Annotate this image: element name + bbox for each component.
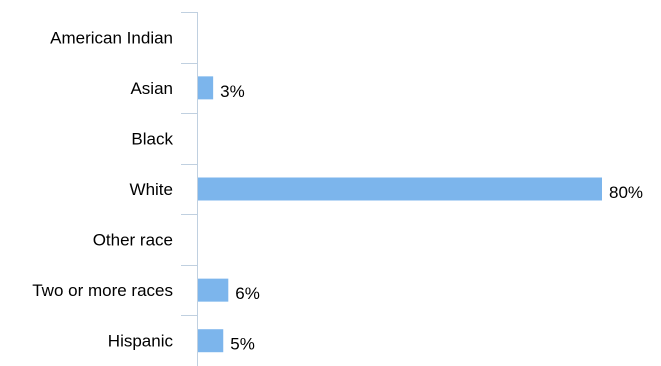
category-label: Asian bbox=[130, 79, 173, 98]
bar bbox=[198, 177, 602, 201]
category-label: White bbox=[130, 180, 173, 199]
category-axis bbox=[181, 12, 198, 366]
value-label: 80% bbox=[609, 183, 643, 202]
category-label: American Indian bbox=[50, 28, 173, 47]
bar bbox=[198, 76, 214, 100]
labels: American Indian Asian 3% Black White 80% Other… bbox=[32, 28, 643, 353]
value-label: 6% bbox=[235, 284, 260, 303]
category-label: Hispanic bbox=[108, 332, 174, 351]
category-label: Black bbox=[131, 129, 173, 148]
category-label: Other race bbox=[93, 231, 173, 250]
value-label: 5% bbox=[230, 335, 255, 354]
bar bbox=[198, 278, 229, 302]
value-label: 3% bbox=[220, 82, 245, 101]
bar bbox=[198, 329, 224, 353]
category-label: Two or more races bbox=[32, 281, 173, 300]
bars bbox=[198, 76, 602, 353]
